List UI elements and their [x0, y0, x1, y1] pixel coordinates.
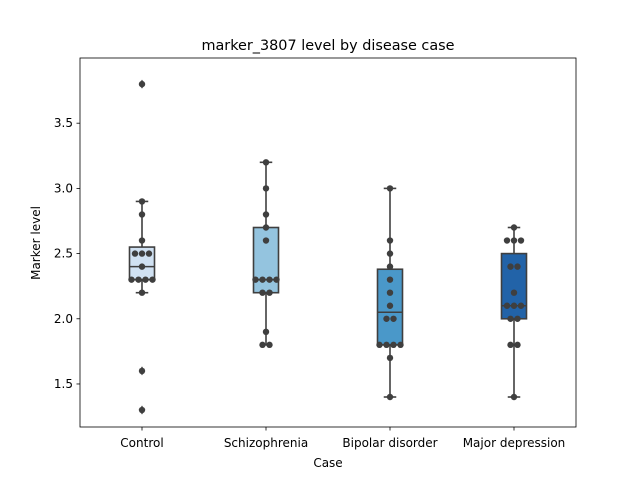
- y-tick-label: 2.5: [54, 247, 73, 261]
- data-point: [510, 289, 518, 296]
- data-point: [510, 237, 518, 244]
- data-point: [149, 276, 156, 283]
- data-point: [386, 393, 394, 401]
- data-point: [138, 80, 146, 88]
- data-point: [262, 224, 270, 231]
- data-point: [138, 367, 146, 375]
- data-point: [262, 328, 270, 336]
- data-point: [138, 211, 146, 218]
- x-axis-label: Case: [313, 456, 342, 470]
- data-point: [510, 393, 518, 401]
- box: [500, 252, 528, 320]
- data-point: [145, 250, 153, 257]
- data-point: [128, 276, 135, 283]
- data-point: [138, 237, 146, 244]
- data-point: [510, 302, 518, 309]
- data-point: [138, 198, 146, 205]
- data-point: [517, 302, 525, 309]
- y-tick-label: 3.0: [54, 181, 73, 195]
- data-point: [386, 250, 394, 257]
- data-point: [386, 302, 394, 309]
- box: [252, 226, 280, 294]
- data-point: [273, 276, 280, 283]
- data-point: [259, 341, 266, 349]
- data-point: [386, 289, 394, 296]
- swarm-points-layer: [128, 80, 525, 414]
- data-point: [142, 276, 149, 283]
- data-point: [390, 341, 397, 349]
- data-point: [376, 341, 383, 349]
- data-point: [386, 354, 394, 362]
- data-point: [252, 276, 259, 283]
- data-point: [507, 341, 514, 349]
- data-point: [386, 276, 394, 283]
- chart-title: marker_3807 level by disease case: [201, 38, 454, 54]
- data-point: [138, 250, 146, 257]
- data-point: [510, 224, 518, 231]
- data-point: [262, 211, 270, 218]
- data-point: [517, 237, 525, 244]
- x-tick-label: Control: [120, 436, 163, 450]
- data-point: [262, 237, 270, 244]
- data-point: [135, 276, 142, 283]
- y-axis-label: Marker level: [29, 206, 43, 280]
- data-point: [514, 341, 521, 349]
- data-point: [390, 315, 397, 322]
- data-point: [262, 159, 270, 166]
- data-point: [503, 302, 511, 309]
- data-point: [507, 315, 514, 322]
- x-axis: Control Schizophrenia Bipolar disorder Majo…: [120, 427, 565, 450]
- data-point: [383, 315, 390, 322]
- data-point: [503, 237, 511, 244]
- data-point: [507, 263, 514, 270]
- y-tick-label: 3.5: [54, 116, 73, 130]
- x-tick-label: Schizophrenia: [224, 436, 308, 450]
- data-point: [266, 341, 273, 349]
- y-tick-label: 2.0: [54, 312, 73, 326]
- data-point: [386, 237, 394, 244]
- data-point: [138, 263, 146, 270]
- data-point: [262, 185, 270, 192]
- data-point: [514, 263, 521, 270]
- data-point: [397, 341, 404, 349]
- plot-area-frame: [79, 57, 577, 428]
- x-tick-label: Major depression: [463, 436, 566, 450]
- data-point: [514, 315, 521, 322]
- data-point: [138, 406, 146, 414]
- data-point: [259, 276, 266, 283]
- data-point: [259, 289, 266, 296]
- y-axis: 1.5 2.0 2.5 3.0 3.5: [54, 116, 80, 391]
- data-point: [386, 263, 394, 270]
- data-point: [386, 185, 394, 192]
- data-point: [266, 289, 273, 296]
- data-point: [383, 341, 390, 349]
- data-point: [138, 289, 146, 296]
- data-point: [131, 250, 139, 257]
- data-point: [266, 276, 273, 283]
- y-tick-label: 1.5: [54, 377, 73, 391]
- x-tick-label: Bipolar disorder: [342, 436, 437, 450]
